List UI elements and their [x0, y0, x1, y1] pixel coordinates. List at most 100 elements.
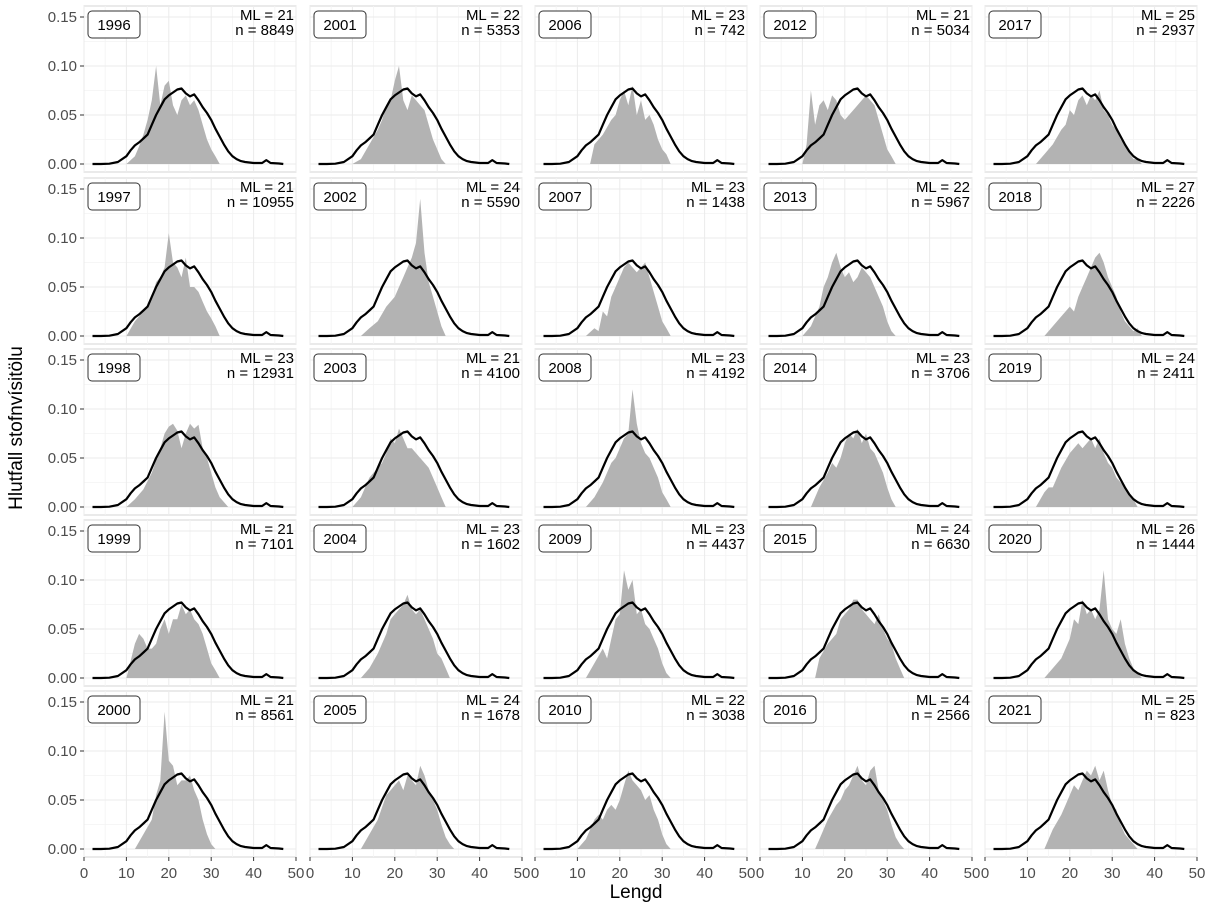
- panel-1997: 1997 ML = 21n = 10955 0.00 0.05 0.10 0.15: [48, 177, 297, 345]
- y-tick-label: 0.05: [48, 107, 77, 124]
- panel-2015: 2015 ML = 24n = 6630: [759, 519, 973, 687]
- reference-line: [543, 259, 735, 338]
- panel-2013: 2013 ML = 22n = 5967: [759, 177, 973, 345]
- area-series-2020: [1044, 570, 1142, 678]
- x-tick-label: 0: [531, 865, 539, 882]
- panel-2012: 2012 ML = 21n = 5034: [759, 5, 973, 173]
- panel-2005: 2005 ML = 24n = 1678 0 10 20 30 40 50: [306, 690, 530, 882]
- n-label: n = 742: [695, 22, 745, 39]
- panel-2004: 2004 ML = 23n = 1602: [309, 519, 523, 687]
- ml-label: ML = 24: [466, 692, 520, 709]
- n-label: n = 3706: [911, 365, 970, 382]
- ml-label: ML = 27: [1141, 179, 1195, 196]
- panel-2009: 2009 ML = 23n = 4437: [534, 519, 748, 687]
- reference-line: [768, 259, 960, 338]
- ml-label: ML = 21: [466, 350, 520, 367]
- area-series-2001: [352, 66, 446, 164]
- year-label: 2005: [323, 702, 356, 719]
- ml-label: ML = 23: [240, 350, 294, 367]
- area-series-1998: [126, 423, 229, 507]
- year-label: 1999: [97, 531, 130, 548]
- area-series-1999: [126, 604, 220, 678]
- x-tick-label: 0: [981, 865, 989, 882]
- panel-2021: 2021 ML = 25n = 823 0 10 20 30 40 50: [981, 690, 1206, 882]
- ml-label: ML = 24: [466, 179, 520, 196]
- x-tick-label: 20: [160, 865, 177, 882]
- area-series-2012: [802, 90, 896, 164]
- n-label: n = 1438: [686, 194, 745, 211]
- y-tick-label: 0.10: [48, 401, 77, 418]
- ml-label: ML = 23: [691, 179, 745, 196]
- ml-label: ML = 21: [916, 7, 970, 24]
- x-tick-label: 50: [739, 865, 756, 882]
- year-label-box: [313, 182, 367, 211]
- year-label-box: [763, 524, 817, 553]
- x-tick-label: 0: [756, 865, 764, 882]
- year-label: 2010: [548, 702, 581, 719]
- x-tick-label: 0: [80, 865, 88, 882]
- area-series-2008: [585, 389, 671, 507]
- x-tick-label: 40: [245, 865, 262, 882]
- panel-2019: 2019 ML = 24n = 2411: [984, 348, 1198, 516]
- x-tick-label: 10: [118, 865, 135, 882]
- y-tick-label: 0.05: [48, 792, 77, 809]
- reference-line: [318, 430, 510, 509]
- panel-2020: 2020 ML = 26n = 1444: [984, 519, 1198, 687]
- y-tick-label: 0.15: [48, 694, 77, 711]
- y-tick-label: 0.15: [48, 352, 77, 369]
- year-label: 2021: [998, 702, 1031, 719]
- ml-label: ML = 22: [691, 692, 745, 709]
- area-series-1996: [126, 66, 220, 164]
- year-label-box: [988, 524, 1042, 553]
- x-tick-label: 50: [1189, 865, 1206, 882]
- year-label-box: [988, 182, 1042, 211]
- year-label-box: [87, 182, 141, 211]
- n-label: n = 6630: [911, 536, 970, 553]
- x-tick-label: 50: [964, 865, 981, 882]
- n-label: n = 5590: [461, 194, 520, 211]
- year-label: 2003: [323, 360, 356, 377]
- y-tick-label: 0.05: [48, 279, 77, 296]
- n-label: n = 1602: [461, 536, 520, 553]
- year-label: 2020: [998, 531, 1031, 548]
- reference-line: [318, 259, 510, 338]
- year-label-box: [538, 695, 592, 724]
- ml-label: ML = 23: [691, 521, 745, 538]
- x-tick-label: 40: [921, 865, 938, 882]
- y-tick-label: 0.05: [48, 450, 77, 467]
- ml-label: ML = 23: [916, 350, 970, 367]
- reference-line: [768, 430, 960, 509]
- area-series-2002: [360, 198, 446, 336]
- year-label-box: [538, 182, 592, 211]
- year-label: 2019: [998, 360, 1031, 377]
- area-series-2004: [360, 594, 450, 678]
- ml-label: ML = 24: [1141, 350, 1195, 367]
- y-tick-label: 0.15: [48, 181, 77, 198]
- year-label: 2015: [773, 531, 806, 548]
- year-label-box: [87, 353, 141, 382]
- area-series-2017: [1035, 90, 1142, 164]
- panel-1996: 1996 ML = 21n = 8849 0.00 0.05 0.10 0.15: [48, 5, 297, 173]
- panel-2016: 2016 ML = 24n = 2566 0 10 20 30 40 50: [756, 690, 981, 882]
- y-tick-label: 0.00: [48, 499, 77, 516]
- x-tick-label: 0: [306, 865, 314, 882]
- area-series-2014: [810, 428, 896, 507]
- n-label: n = 5034: [911, 22, 970, 39]
- year-label: 2012: [773, 17, 806, 34]
- n-label: n = 8849: [235, 22, 294, 39]
- reference-line: [543, 430, 735, 509]
- y-tick-label: 0.10: [48, 572, 77, 589]
- x-tick-label: 30: [203, 865, 220, 882]
- x-tick-label: 10: [344, 865, 361, 882]
- panel-2008: 2008 ML = 23n = 4192: [534, 348, 748, 516]
- ml-label: ML = 21: [240, 692, 294, 709]
- n-label: n = 12931: [227, 365, 294, 382]
- n-label: n = 3038: [686, 707, 745, 724]
- year-label: 2017: [998, 17, 1031, 34]
- n-label: n = 1444: [1136, 536, 1195, 553]
- year-label-box: [538, 524, 592, 553]
- n-label: n = 2226: [1136, 194, 1195, 211]
- panel-1999: 1999 ML = 21n = 7101 0.00 0.05 0.10 0.15: [48, 519, 297, 687]
- year-label: 2013: [773, 189, 806, 206]
- x-tick-label: 50: [288, 865, 305, 882]
